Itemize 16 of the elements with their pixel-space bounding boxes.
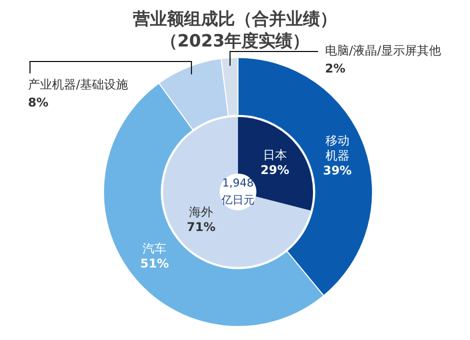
text: 1,948 (222, 176, 254, 190)
chart-subtitle: （2023年度实绩） (160, 31, 310, 52)
slice-label: 日本 (262, 148, 287, 162)
data-label: 2% (325, 62, 346, 76)
text: 亿日元 (220, 193, 254, 206)
chart-title: 营业额组成比（合并业绩） (132, 9, 337, 30)
data-label: 71% (186, 220, 216, 234)
slice-label: 移动机器 (325, 133, 350, 162)
slice-label: 电脑/液晶/显示屏其他 (325, 44, 442, 58)
data-label: 8% (28, 96, 48, 110)
slice-label: 产业机器/基础设施 (28, 78, 128, 92)
slice-label: 海外 (189, 205, 214, 220)
slice-label: 汽车 (142, 241, 167, 256)
data-label: 29% (260, 163, 290, 178)
data-label: 39% (322, 163, 352, 178)
data-label: 51% (140, 256, 169, 270)
